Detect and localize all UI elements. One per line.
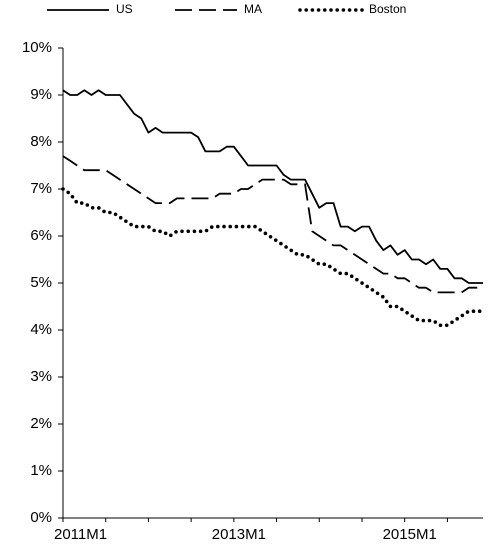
y-tick-label: 5%	[30, 274, 52, 291]
y-tick-label: 0%	[30, 509, 52, 526]
x-tick-label: 2013M1	[212, 526, 266, 543]
y-tick-label: 8%	[30, 133, 52, 150]
y-tick-label: 1%	[30, 462, 52, 479]
legend-label: Boston	[369, 2, 406, 16]
series-line	[62, 155, 483, 294]
y-tick-label: 4%	[30, 321, 52, 338]
legend: US MA Boston	[47, 2, 406, 16]
legend-label: US	[116, 2, 133, 16]
y-tick-label: 9%	[30, 86, 52, 103]
y-tick-label: 10%	[22, 39, 52, 56]
x-tick-label: 2015M1	[383, 526, 437, 543]
y-tick-label: 2%	[30, 415, 52, 432]
y-tick-label: 7%	[30, 180, 52, 197]
legend-label: MA	[244, 2, 262, 16]
x-tick-label: 2011M1	[54, 526, 107, 543]
series-line	[61, 187, 485, 328]
y-tick-label: 6%	[30, 227, 52, 244]
series-line	[62, 89, 483, 284]
y-tick-label: 3%	[30, 368, 52, 385]
